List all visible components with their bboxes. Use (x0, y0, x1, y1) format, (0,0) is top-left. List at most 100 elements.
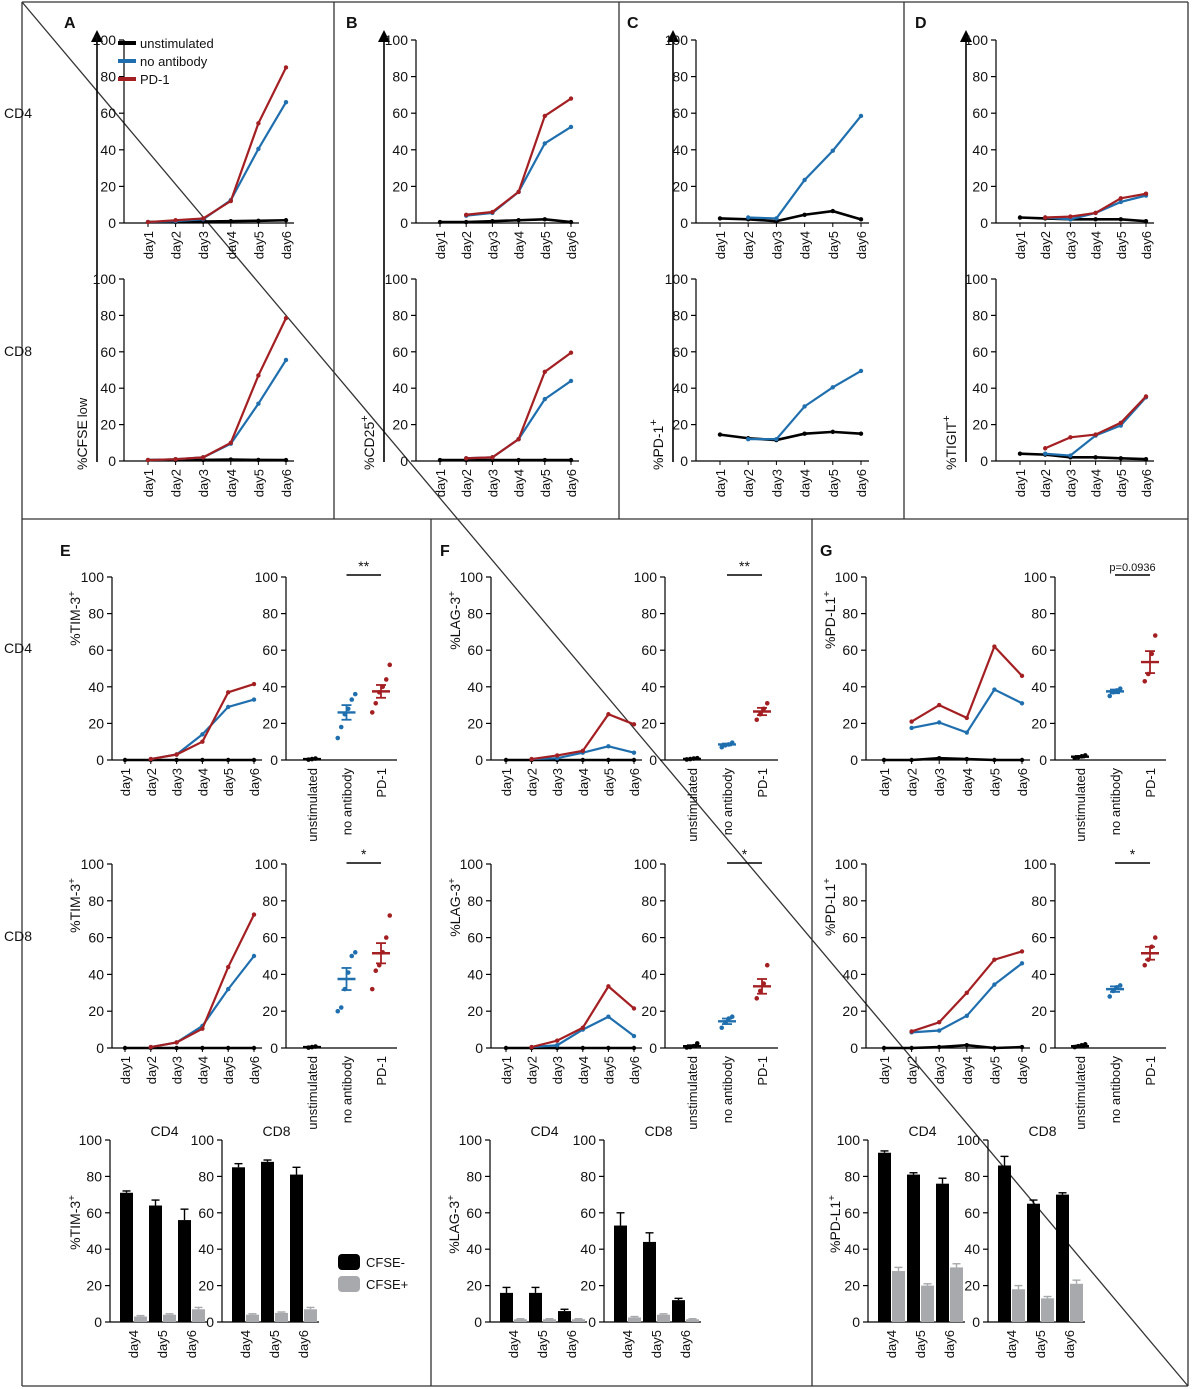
f-cd4-dot-ytick-label-0: 0 (649, 752, 657, 768)
e-cd8-point-unstimulated-5 (251, 1045, 257, 1051)
c-cd4-ytick-label-0: 0 (680, 215, 688, 231)
e-cd8-dot-ytick-label-100: 100 (255, 856, 279, 872)
g-cd4-dot-ytick-label-40: 40 (1031, 679, 1047, 695)
chart-c-cd8: 0 20 40 60 80 100 day1 day2 day3 day4 day5 day6 (665, 271, 869, 497)
f-cd8-dot-sig-label: * (742, 846, 748, 862)
g-cd4-ylabel: %PD-L1+ (822, 591, 839, 649)
f-cd4-dot-ytick-label-80: 80 (641, 606, 657, 622)
g-cd8-xtick-label-day6: day6 (1015, 1056, 1030, 1084)
a-cd8-point-pd-1-4 (256, 373, 261, 378)
f-bar-cd4-bar-cfse-day4 (514, 1319, 527, 1322)
c-cd8-xtick-label-day6: day6 (854, 469, 869, 497)
a-cd8-point-pd-1-1 (173, 456, 178, 462)
b-cd4-ytick-label-80: 80 (392, 69, 408, 85)
f-cd4-ytick-label-80: 80 (467, 606, 483, 622)
a-cd4-ytick-label-100: 100 (93, 32, 117, 48)
g-cd8-point-pd-1-2 (964, 990, 969, 995)
e-bar-cd8-bar-cfse-day6 (290, 1174, 303, 1322)
legend-label-unstimulated: unstimulated (140, 36, 214, 51)
c-cd4-xtick-label-day1: day1 (713, 231, 728, 259)
f-bar-cd8-bar-cfse-day5 (657, 1314, 670, 1322)
e-cd8-xtick-label-day2: day2 (144, 1056, 159, 1084)
e-cd8-dot-ytick-label-60: 60 (262, 930, 278, 946)
f-bar-cd8-bar-cfse-day6 (686, 1319, 699, 1322)
d-cd4-ytick-label-80: 80 (972, 69, 988, 85)
a-cd4-panel-letter: A (64, 15, 76, 32)
g-cd4-dot-ytick-label-0: 0 (1039, 752, 1047, 768)
f-cd8-dot-ytick-label-0: 0 (649, 1040, 657, 1056)
b-cd4-point-pd-1-1 (490, 209, 495, 215)
d-cd8-point-pd-1-1 (1068, 435, 1073, 440)
g-cd4-point-unstimulated-2 (937, 755, 942, 761)
c-cd4-series-no-antibody (748, 115, 862, 220)
f-bar-cd8-bar-cfse-day4 (614, 1225, 627, 1322)
b-cd4-xtick-label-day2: day2 (459, 231, 474, 259)
g-bar-cd4-ytick-label-60: 60 (844, 1205, 860, 1221)
e-bar-cd8-ytick-label-100: 100 (191, 1132, 215, 1148)
e-cd4-ytick-label-0: 0 (96, 752, 104, 768)
legend-label-cfse-neg: CFSE- (366, 1255, 405, 1270)
chart-a-cd4: A %CFSElow 0 20 40 60 80 100 day1 day2 day3 day4 day… (64, 15, 294, 470)
g-cd4-dot-ytick-label-60: 60 (1031, 642, 1047, 658)
g-cd8-series-no-antibody (911, 962, 1023, 1034)
g-cd8-ytick-label-40: 40 (842, 966, 858, 982)
d-cd4-arrow-head (960, 30, 972, 42)
a-cd4-xtick-label-day2: day2 (169, 231, 184, 259)
legend-label-cfse-pos: CFSE+ (366, 1277, 408, 1292)
f-cd8-point-unstimulated-3 (580, 1045, 585, 1051)
e-cd8-ylabel: %TIM-3+ (67, 878, 84, 933)
d-cd8-point-pd-1-4 (1143, 394, 1149, 399)
e-cd4-xtick-label-day4: day4 (195, 768, 210, 796)
d-cd4-xtick-label-day1: day1 (1013, 231, 1028, 259)
d-cd8-xtick-label-day3: day3 (1063, 469, 1078, 497)
f-cd4-point-unstimulated-4 (606, 757, 611, 763)
b-cd4-point-unstimulated-4 (542, 217, 547, 222)
a-cd4-ytick-label-60: 60 (100, 105, 116, 121)
f-cd4-point-no-antibody-3 (606, 744, 611, 749)
c-cd8-ytick-label-40: 40 (672, 380, 688, 396)
g-cd4-series-unstimulated (884, 756, 1022, 762)
g-bar-cd8-bar-cfse-day6 (1070, 1283, 1083, 1322)
f-cd8-xtick-label-day4: day4 (576, 1056, 591, 1084)
c-cd4-point-no-antibody-3 (830, 148, 835, 153)
b-cd4-point-pd-1-2 (516, 189, 521, 195)
g-cd8-ytick-label-20: 20 (842, 1003, 858, 1019)
b-cd8-ytick-label-0: 0 (400, 453, 408, 469)
b-cd4-point-no-antibody-3 (542, 141, 547, 146)
g-bar-cd4-title: CD4 (908, 1123, 936, 1139)
f-cd4-ytick-label-40: 40 (467, 679, 483, 695)
c-cd8-xtick-label-day2: day2 (741, 469, 756, 497)
a-cd4-point-pd-1-5 (283, 65, 289, 70)
e-cd8-point-pd-1-4 (251, 912, 257, 917)
b-cd4-point-unstimulated-5 (568, 219, 574, 225)
g-cd8-dot-dot-pd-1-0 (1142, 962, 1148, 968)
chart-e-bar-cd8: 0 20 40 60 80 100 CD8 day4 day5 day6 (191, 1123, 319, 1358)
f-cd8-dot-dot-pd-1-0 (754, 996, 760, 1001)
e-cd8-dot-sig-label: * (361, 846, 367, 862)
e-cd8-point-pd-1-1 (174, 1040, 179, 1045)
d-cd8-point-no-antibody-0 (1043, 451, 1048, 456)
g-cd4-point-pd-1-2 (964, 715, 969, 721)
g-cd8-point-no-antibody-4 (1019, 961, 1025, 966)
e-bar-cd8-xtick-label-day4: day4 (238, 1330, 253, 1358)
b-cd4-point-unstimulated-3 (516, 218, 521, 223)
a-cd4-xtick-label-day6: day6 (279, 231, 294, 259)
e-cd4-dot-ytick-label-60: 60 (262, 642, 278, 658)
e-cd4-point-pd-1-2 (200, 739, 205, 744)
d-cd4-point-pd-1-1 (1068, 214, 1073, 219)
f-cd8-dot-ytick-label-100: 100 (634, 856, 658, 872)
e-bar-cd8-bar-cfse-day5 (261, 1161, 274, 1322)
g-cd4-point-pd-1-3 (992, 644, 997, 649)
g-cd4-point-unstimulated-5 (1019, 757, 1025, 763)
e-bar-cd4-ytick-label-80: 80 (86, 1168, 102, 1184)
e-bar-cd8-bar-cfse-day6 (304, 1309, 317, 1322)
d-cd4-ylabel: %TIGIT+ (941, 415, 959, 470)
f-cd4-point-pd-1-2 (580, 748, 585, 754)
a-cd8-point-no-antibody-5 (283, 357, 289, 363)
f-cd4-point-no-antibody-4 (631, 750, 637, 755)
g-cd4-series-pd-1 (911, 644, 1023, 723)
e-bar-cd8-ytick-label-40: 40 (198, 1241, 214, 1257)
g-cd8-point-unstimulated-5 (1019, 1044, 1025, 1050)
chart-e-cd4-dot: 0 20 40 60 80 100 unstimulated no antibody PD-1 *… (255, 558, 397, 842)
b-cd8-xtick-label-day1: day1 (433, 469, 448, 497)
